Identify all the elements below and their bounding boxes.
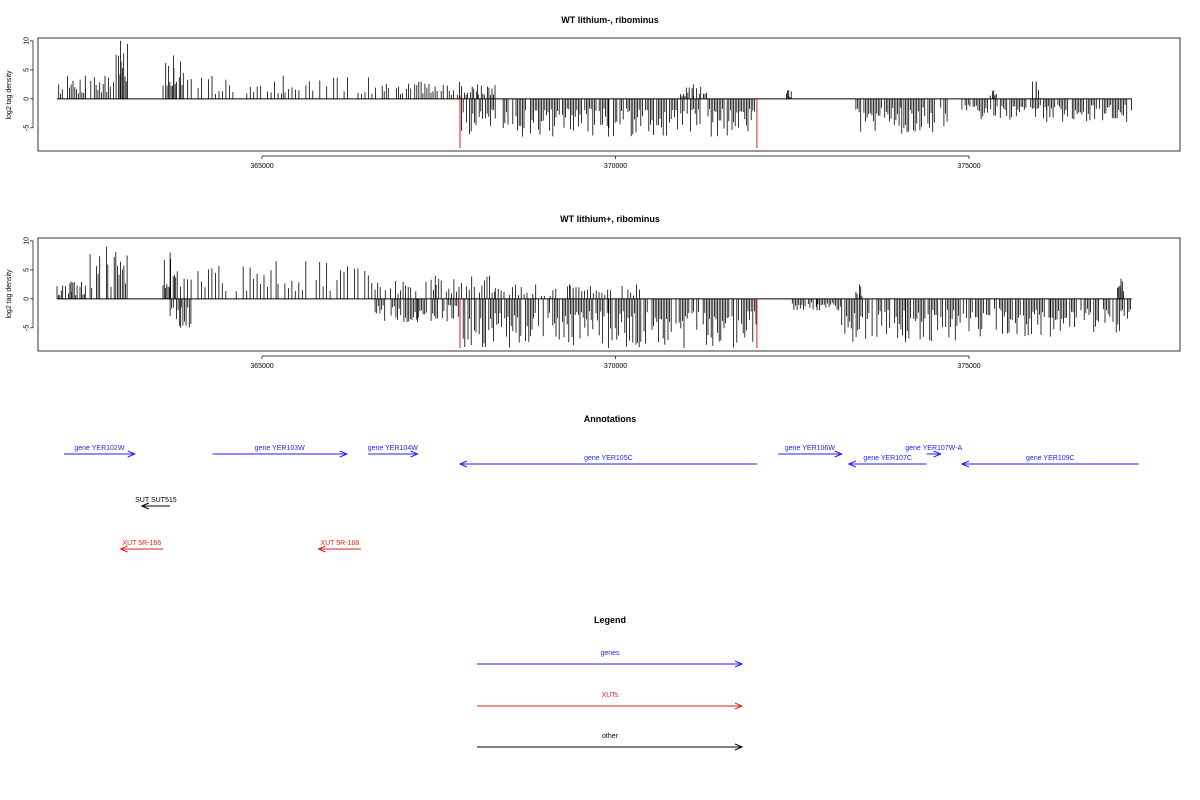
feature-label: gene YER103W <box>255 445 305 452</box>
feature-label: gene YER105C <box>584 455 633 462</box>
feature-arrow-gene <box>458 460 757 468</box>
feature-label: gene YER107C <box>863 455 912 462</box>
feature-arrow-gene <box>960 460 1139 468</box>
feature-label: gene YER104W <box>368 445 418 452</box>
legend-label: XUTs <box>602 692 619 699</box>
feature-arrow-gene <box>926 450 942 458</box>
plot-frame <box>37 37 1181 152</box>
feature-label: SUT SUT515 <box>135 497 177 504</box>
feature-arrow-gene <box>847 460 927 468</box>
legend-arrow-other <box>477 743 744 751</box>
signal-marks <box>56 40 1132 149</box>
track-lithium-plus: WT lithium+, ribominus log2 tag density … <box>6 214 1181 370</box>
legend-label: genes <box>600 650 620 657</box>
x-tick-label: 365000 <box>250 363 273 370</box>
legend-panel: Legend genes XUTs other <box>477 615 744 751</box>
track-title: WT lithium-, ribominus <box>561 15 659 25</box>
annotations-panel: Annotations gene YER102W gene YER103W gene… <box>64 414 1139 553</box>
feature-label: XUT 5R-166 <box>122 540 161 547</box>
feature-label: XUT 5R-168 <box>320 540 359 547</box>
track-lithium-minus: WT lithium-, ribominus log2 tag density … <box>6 15 1181 170</box>
feature-arrow-gene <box>368 450 419 458</box>
feature-label: gene YER109C <box>1026 455 1075 462</box>
feature-label: gene YER102W <box>74 445 124 452</box>
y-axis-label: log2 tag density <box>6 269 13 319</box>
feature-arrow-xut <box>317 545 361 553</box>
legend-title: Legend <box>594 615 626 625</box>
feature-label: gene YER107W-A <box>905 445 962 452</box>
y-tick-label: 5 <box>24 68 31 72</box>
x-tick-label: 375000 <box>957 363 980 370</box>
track-title: WT lithium+, ribominus <box>560 214 660 224</box>
feature-arrows: gene YER102W gene YER103W gene YER104W gene… <box>64 445 1139 553</box>
legend-arrow-xut <box>477 702 744 710</box>
feature-arrow-xut <box>119 545 164 553</box>
y-tick-label: 0 <box>24 97 31 101</box>
y-tick-label: 5 <box>24 268 31 272</box>
x-tick-label: 370000 <box>604 363 627 370</box>
y-axis-label: log2 tag density <box>6 70 13 120</box>
y-tick-label: 0 <box>24 297 31 301</box>
legend-arrow-gene <box>477 660 744 668</box>
legend-label: other <box>602 733 619 740</box>
y-tick-label: -5 <box>24 325 31 331</box>
legend-items: genes XUTs other <box>477 650 744 751</box>
y-tick-label: 10 <box>24 237 31 245</box>
y-tick-label: 10 <box>24 37 31 45</box>
plot-frame <box>37 237 1181 352</box>
x-tick-label: 375000 <box>957 163 980 170</box>
feature-arrow-other <box>140 502 171 510</box>
signal-marks <box>56 246 1132 349</box>
x-tick-label: 365000 <box>250 163 273 170</box>
feature-arrow-gene <box>778 450 844 458</box>
axes: -5 0 5 10 365000 370000 375000 <box>24 237 981 370</box>
feature-arrow-gene <box>212 450 349 458</box>
axes: -5 0 5 10 365000 370000 375000 <box>24 37 981 170</box>
feature-label: gene YER106W <box>785 445 835 452</box>
annotations-title: Annotations <box>584 414 637 424</box>
x-tick-label: 370000 <box>604 163 627 170</box>
y-tick-label: -5 <box>24 125 31 131</box>
feature-arrow-gene <box>64 450 137 458</box>
